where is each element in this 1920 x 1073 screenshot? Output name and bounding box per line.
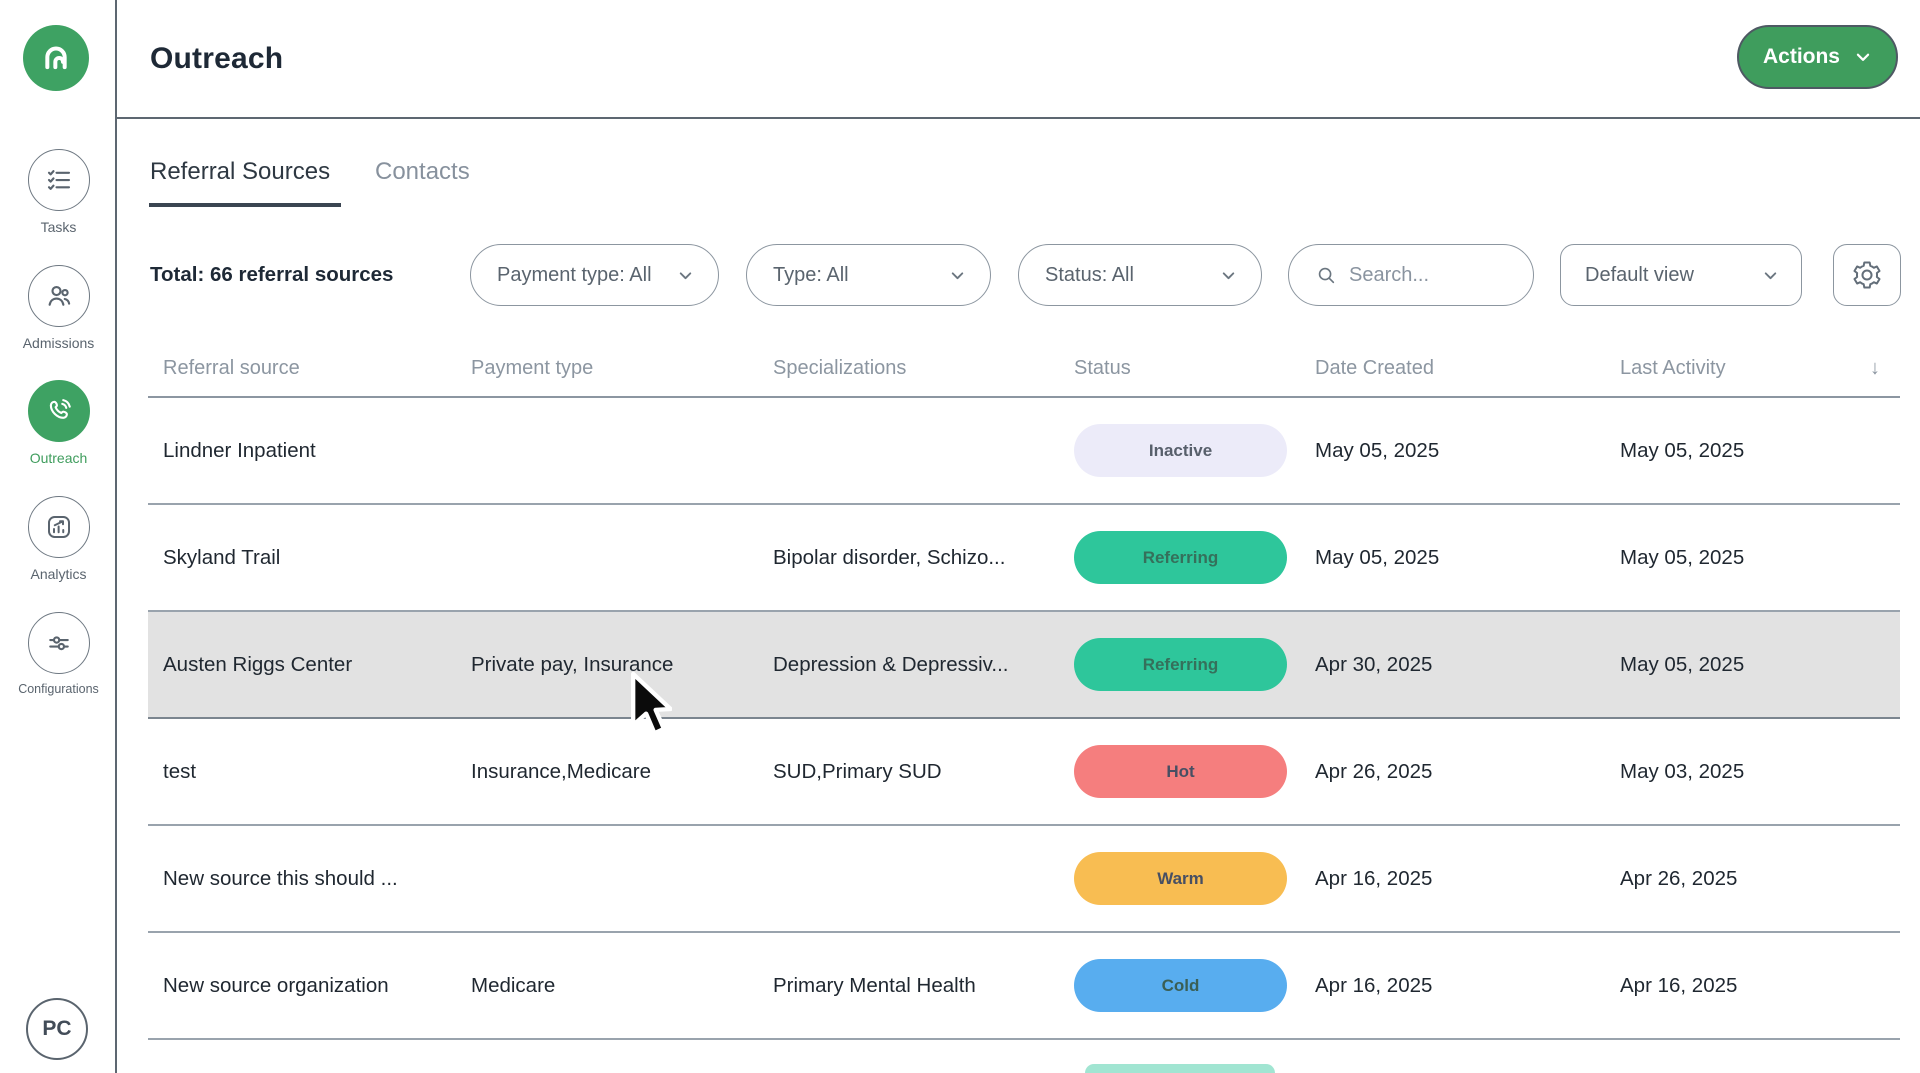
cell-date-created: Apr 30, 2025: [1315, 653, 1433, 676]
avatar-initials: PC: [42, 1017, 72, 1040]
cell-payment-type: Medicare: [471, 974, 556, 997]
chevron-down-icon: [1762, 267, 1779, 284]
cell-specializations: SUD,Primary SUD: [773, 760, 942, 783]
sidebar-label-outreach: Outreach: [29, 450, 88, 466]
sidebar-item-analytics[interactable]: Analytics: [0, 496, 117, 582]
configurations-button[interactable]: [27, 612, 90, 674]
actions-button-label: Actions: [1762, 45, 1840, 68]
status-filter-label: Status: All: [1045, 263, 1134, 286]
cell-specializations: Depression & Depressiv...: [773, 653, 1009, 676]
settings-button[interactable]: [1833, 244, 1901, 306]
analytics-button[interactable]: [27, 496, 90, 558]
actions-button[interactable]: Actions: [1737, 25, 1898, 89]
column-header-date-created[interactable]: Date Created: [1315, 357, 1434, 379]
cell-referral-source: Austen Riggs Center: [163, 653, 353, 676]
view-selector-label: Default view: [1585, 263, 1694, 286]
configurations-icon: [44, 628, 74, 658]
chevron-down-icon: [677, 267, 694, 284]
gear-icon: [1851, 259, 1883, 291]
chevron-down-icon: [1220, 267, 1237, 284]
status-filter[interactable]: Status: All: [1018, 244, 1262, 306]
status-badge: Referring: [1074, 531, 1287, 584]
sort-descending-icon[interactable]: ↓: [1870, 357, 1880, 379]
cell-payment-type: Insurance,Medicare: [471, 760, 652, 783]
header-divider: [0, 117, 1920, 119]
total-count-label: Total: 66 referral sources: [150, 263, 394, 286]
sidebar-label-analytics: Analytics: [30, 566, 87, 582]
sidebar-item-outreach[interactable]: Outreach: [0, 380, 117, 466]
sidebar-item-configurations[interactable]: Configurations: [0, 612, 117, 696]
cell-date-created: Apr 26, 2025: [1315, 760, 1433, 783]
status-badge: Warm: [1074, 852, 1287, 905]
chevron-down-icon: [1854, 48, 1872, 66]
sidebar-label-tasks: Tasks: [40, 219, 77, 235]
status-badge: Referring: [1074, 638, 1287, 691]
search-input[interactable]: [1349, 263, 1499, 287]
cell-last-activity: May 05, 2025: [1620, 653, 1745, 676]
sidebar-label-admissions: Admissions: [22, 335, 95, 351]
tasks-icon: [44, 165, 74, 195]
table-row[interactable]: Lindner Inpatient Inactive May 05, 2025 …: [148, 398, 1900, 505]
cell-date-created: Apr 16, 2025: [1315, 974, 1433, 997]
cell-last-activity: May 05, 2025: [1620, 546, 1745, 569]
table-row[interactable]: Skyland Trail Bipolar disorder, Schizo..…: [148, 505, 1900, 612]
table-row[interactable]: New source this should ... Warm Apr 16, …: [148, 826, 1900, 933]
active-tab-underline: [149, 203, 341, 207]
tab-referral-sources[interactable]: Referral Sources: [150, 158, 331, 185]
page-title: Outreach: [150, 42, 284, 75]
partial-status-badge: [1085, 1064, 1275, 1073]
status-badge: Hot: [1074, 745, 1287, 798]
cell-referral-source: New source this should ...: [163, 867, 398, 890]
sidebar-item-admissions[interactable]: Admissions: [0, 265, 117, 351]
table-row[interactable]: Austen Riggs Center Private pay, Insuran…: [148, 612, 1900, 719]
app-logo: [23, 25, 89, 91]
cell-date-created: Apr 16, 2025: [1315, 867, 1433, 890]
column-header-status[interactable]: Status: [1074, 357, 1131, 379]
cell-referral-source: Lindner Inpatient: [163, 439, 316, 462]
cell-last-activity: Apr 16, 2025: [1620, 974, 1738, 997]
chevron-down-icon: [949, 267, 966, 284]
admissions-button[interactable]: [27, 265, 90, 327]
table-header: Referral source Payment type Specializat…: [148, 340, 1900, 398]
cell-date-created: May 05, 2025: [1315, 546, 1440, 569]
cell-specializations: Bipolar disorder, Schizo...: [773, 546, 1006, 569]
column-header-referral-source[interactable]: Referral source: [163, 357, 300, 379]
analytics-icon: [44, 512, 74, 542]
type-filter-label: Type: All: [773, 263, 849, 286]
search-box[interactable]: [1288, 244, 1534, 306]
column-header-last-activity[interactable]: Last Activity: [1620, 357, 1726, 379]
payment-type-filter-label: Payment type: All: [497, 263, 652, 286]
cell-referral-source: test: [163, 760, 197, 783]
sidebar-label-configurations: Configurations: [18, 682, 99, 696]
search-icon: [1315, 264, 1337, 286]
cell-referral-source: Skyland Trail: [163, 546, 281, 569]
cell-date-created: May 05, 2025: [1315, 439, 1440, 462]
column-header-payment-type[interactable]: Payment type: [471, 357, 594, 379]
cell-referral-source: New source organization: [163, 974, 389, 997]
type-filter[interactable]: Type: All: [746, 244, 991, 306]
tasks-button[interactable]: [27, 149, 90, 211]
payment-type-filter[interactable]: Payment type: All: [470, 244, 719, 306]
view-selector[interactable]: Default view: [1560, 244, 1802, 306]
admissions-icon: [44, 281, 74, 311]
cell-payment-type: Private pay, Insurance: [471, 653, 674, 676]
column-header-specializations[interactable]: Specializations: [773, 357, 907, 379]
table-row[interactable]: New source organization Medicare Primary…: [148, 933, 1900, 1040]
tab-contacts[interactable]: Contacts: [375, 158, 470, 185]
outreach-button[interactable]: [27, 380, 90, 442]
sidebar-item-tasks[interactable]: Tasks: [0, 149, 117, 235]
user-avatar[interactable]: PC: [26, 998, 88, 1060]
cell-last-activity: May 05, 2025: [1620, 439, 1745, 462]
sidebar: Tasks Admissions: [0, 0, 117, 1073]
table-body: Lindner Inpatient Inactive May 05, 2025 …: [148, 398, 1900, 1040]
cell-specializations: Primary Mental Health: [773, 974, 976, 997]
outreach-phone-icon: [44, 396, 74, 426]
status-badge: Cold: [1074, 959, 1287, 1012]
cell-last-activity: May 03, 2025: [1620, 760, 1745, 783]
cell-last-activity: Apr 26, 2025: [1620, 867, 1738, 890]
table-row[interactable]: test Insurance,Medicare SUD,Primary SUD …: [148, 719, 1900, 826]
status-badge: Inactive: [1074, 424, 1287, 477]
